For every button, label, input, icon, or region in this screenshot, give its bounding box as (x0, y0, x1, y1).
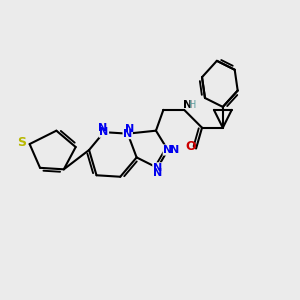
Text: N: N (153, 168, 162, 178)
Text: N: N (98, 123, 107, 133)
Text: H: H (189, 100, 196, 110)
Text: N: N (123, 129, 132, 139)
Text: N: N (99, 127, 109, 137)
Text: N: N (124, 124, 134, 134)
Text: N: N (163, 145, 172, 155)
Text: N: N (153, 163, 162, 173)
Text: O: O (185, 140, 196, 153)
Text: N: N (182, 100, 192, 110)
Text: N: N (170, 145, 179, 155)
Text: S: S (17, 136, 26, 149)
